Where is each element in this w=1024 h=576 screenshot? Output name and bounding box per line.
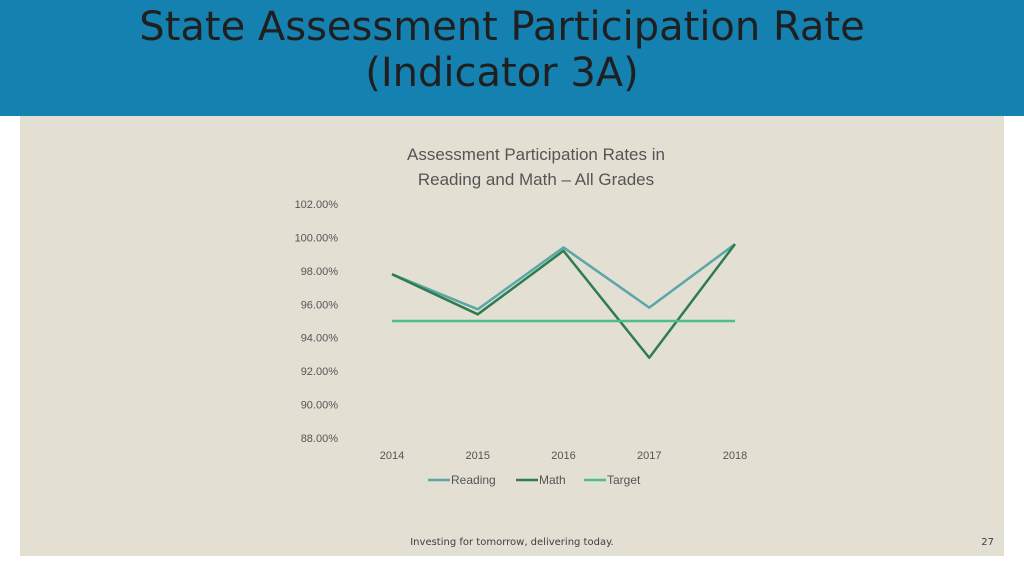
chart-title-line-1: Assessment Participation Rates in bbox=[407, 145, 665, 164]
legend-label-reading: Reading bbox=[451, 473, 496, 487]
x-tick-label: 2016 bbox=[551, 450, 575, 462]
series-line-math bbox=[391, 243, 736, 360]
y-tick-label: 102.00% bbox=[295, 199, 339, 211]
series-line-reading bbox=[391, 243, 736, 311]
footer-tagline: Investing for tomorrow, delivering today… bbox=[0, 537, 1024, 548]
y-tick-label: 100.00% bbox=[295, 232, 339, 244]
x-tick-label: 2018 bbox=[723, 450, 747, 462]
slide-title-line-1: State Assessment Participation Rate bbox=[139, 4, 865, 50]
x-tick-label: 2015 bbox=[466, 450, 490, 462]
page-number: 27 bbox=[981, 537, 994, 548]
y-tick-label: 90.00% bbox=[301, 400, 339, 412]
chart-title-line-2: Reading and Math – All Grades bbox=[418, 170, 654, 189]
slide-title-line-2: (Indicator 3A) bbox=[365, 50, 639, 96]
y-tick-label: 92.00% bbox=[301, 366, 339, 378]
slide-title: State Assessment Participation Rate (Ind… bbox=[0, 4, 1004, 96]
y-tick-label: 98.00% bbox=[301, 266, 339, 278]
legend-label-target: Target bbox=[607, 473, 641, 487]
x-tick-label: 2014 bbox=[380, 450, 404, 462]
y-tick-label: 94.00% bbox=[301, 333, 339, 345]
footer-tagline-text: Investing for tomorrow, delivering today… bbox=[410, 537, 614, 548]
y-tick-label: 96.00% bbox=[301, 299, 339, 311]
legend-label-math: Math bbox=[539, 473, 566, 487]
x-tick-label: 2017 bbox=[637, 450, 661, 462]
title-banner: State Assessment Participation Rate (Ind… bbox=[0, 0, 1024, 116]
content-panel bbox=[20, 116, 1004, 556]
y-tick-label: 88.00% bbox=[301, 433, 339, 445]
